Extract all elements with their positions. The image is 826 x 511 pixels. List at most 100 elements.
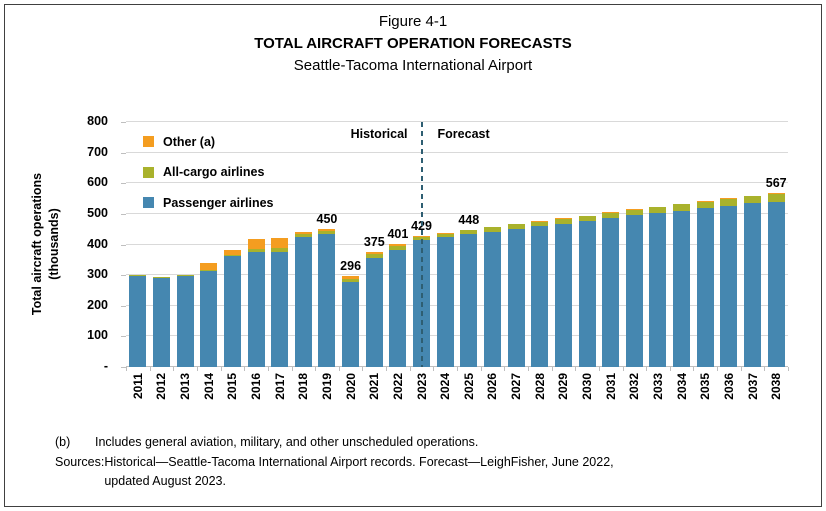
gridline: [126, 274, 788, 276]
bar-segment-all-cargo-airlines: [389, 246, 407, 250]
bar-2021: [365, 252, 383, 367]
bar-segment-other-a-: [389, 244, 407, 247]
x-tick-label-text: 2013: [178, 373, 193, 400]
x-axis-line: [126, 366, 788, 367]
x-axis-tick: [788, 367, 789, 371]
x-axis-tick: [173, 367, 175, 371]
y-axis-tick: [121, 367, 126, 368]
bar-2027: [507, 223, 525, 367]
x-axis-tick: [409, 367, 411, 371]
x-axis-tick: [764, 367, 766, 371]
x-tick-label-text: 2026: [485, 373, 500, 400]
chart-legend: Other (a) All-cargo airlines Passenger air…: [143, 132, 273, 224]
gridline: [126, 182, 788, 184]
x-tick-label-text: 2024: [438, 373, 453, 400]
bar-segment-passenger-airlines: [342, 282, 360, 367]
bar-segment-all-cargo-airlines: [696, 201, 714, 209]
bar-segment-all-cargo-airlines: [365, 254, 383, 259]
bar-segment-all-cargo-airlines: [152, 277, 170, 278]
bar-segment-passenger-airlines: [271, 251, 289, 367]
x-tick-label-text: 2012: [154, 373, 169, 400]
x-axis-tick: [126, 367, 127, 371]
bar-2037: [744, 195, 762, 367]
bar-2036: [720, 198, 738, 367]
bar-2017: [271, 238, 289, 367]
bar-segment-other-a-: [696, 201, 714, 202]
x-tick-label: 2024: [433, 373, 457, 415]
x-tick-label-text: 2022: [390, 373, 405, 400]
x-tick-label: 2033: [646, 373, 670, 415]
bar-segment-passenger-airlines: [483, 231, 501, 367]
bar-2024: [436, 233, 454, 367]
bar-segment-passenger-airlines: [507, 228, 525, 367]
bar-segment-other-a-: [365, 252, 383, 254]
bar-segment-passenger-airlines: [649, 212, 667, 367]
x-tick-label-text: 2021: [367, 373, 382, 400]
bar-segment-passenger-airlines: [152, 277, 170, 367]
x-tick-label-text: 2038: [769, 373, 784, 400]
x-tick-label: 2014: [197, 373, 221, 415]
x-axis-tick: [149, 367, 151, 371]
bar-segment-other-a-: [294, 231, 312, 235]
x-axis-tick: [551, 367, 553, 371]
x-tick-label: 2036: [717, 373, 741, 415]
x-tick-label-text: 2025: [461, 373, 476, 400]
bar-segment-other-a-: [602, 212, 620, 213]
bar-segment-passenger-airlines: [389, 249, 407, 367]
bar-segment-all-cargo-airlines: [602, 212, 620, 218]
bar-segment-other-a-: [483, 226, 501, 228]
bar-segment-passenger-airlines: [318, 234, 336, 367]
x-tick-label-text: 2032: [627, 373, 642, 400]
x-axis-tick: [362, 367, 364, 371]
x-tick-label-text: 2011: [130, 373, 145, 400]
bar-value-label: 448: [458, 212, 480, 227]
y-axis-tick: [121, 305, 126, 307]
gridline: [126, 151, 788, 153]
bar-segment-all-cargo-airlines: [436, 233, 454, 238]
y-tick-label: 100: [87, 328, 108, 343]
x-tick-label-text: 2028: [532, 373, 547, 400]
bar-value-label: 450: [316, 212, 338, 227]
bar-segment-other-a-: [271, 238, 289, 249]
legend-label: Other (a): [163, 134, 216, 149]
x-tick-label: 2032: [623, 373, 647, 415]
x-tick-label-text: 2027: [509, 373, 524, 400]
bar-2020: [342, 276, 360, 367]
y-axis-tick: [121, 122, 126, 123]
y-tick-label: -: [103, 359, 108, 373]
bar-2031: [602, 212, 620, 367]
x-tick-label: 2017: [268, 373, 292, 415]
bar-segment-passenger-airlines: [531, 226, 549, 367]
bar-segment-all-cargo-airlines: [318, 231, 336, 235]
bar-segment-passenger-airlines: [460, 234, 478, 367]
bar-segment-other-a-: [673, 203, 691, 205]
bar-segment-other-a-: [554, 218, 572, 219]
bar-segment-passenger-airlines: [720, 205, 738, 367]
bar-2012: [152, 276, 170, 367]
sources-line1: Historical—Seattle-Tacoma International …: [104, 454, 614, 469]
bar-segment-passenger-airlines: [625, 215, 643, 367]
legend-label: All-cargo airlines: [163, 165, 265, 179]
bar-segment-passenger-airlines: [436, 237, 454, 367]
x-tick-label-text: 2017: [272, 373, 287, 400]
bar-segment-all-cargo-airlines: [460, 230, 478, 235]
bar-segment-passenger-airlines: [578, 221, 596, 367]
y-tick-label: 200: [87, 297, 108, 312]
y-axis-tick: [121, 336, 126, 338]
x-tick-label-text: 2036: [721, 373, 736, 400]
legend-swatch-icon: [143, 136, 154, 147]
bar-segment-passenger-airlines: [294, 237, 312, 367]
bar-segment-all-cargo-airlines: [673, 204, 691, 211]
x-axis-tick: [646, 367, 648, 371]
bar-2022: [389, 244, 407, 367]
x-tick-label: 2020: [339, 373, 363, 415]
figure-title: TOTAL AIRCRAFT OPERATION FORECASTS: [254, 35, 572, 52]
gridline: [126, 212, 788, 214]
gridline: [126, 304, 788, 306]
bar-2029: [554, 218, 572, 367]
bar-2013: [176, 275, 194, 367]
bar-2035: [696, 201, 714, 367]
x-axis-tick: [196, 367, 198, 371]
bar-segment-other-a-: [223, 250, 241, 255]
x-tick-label: 2031: [599, 373, 623, 415]
